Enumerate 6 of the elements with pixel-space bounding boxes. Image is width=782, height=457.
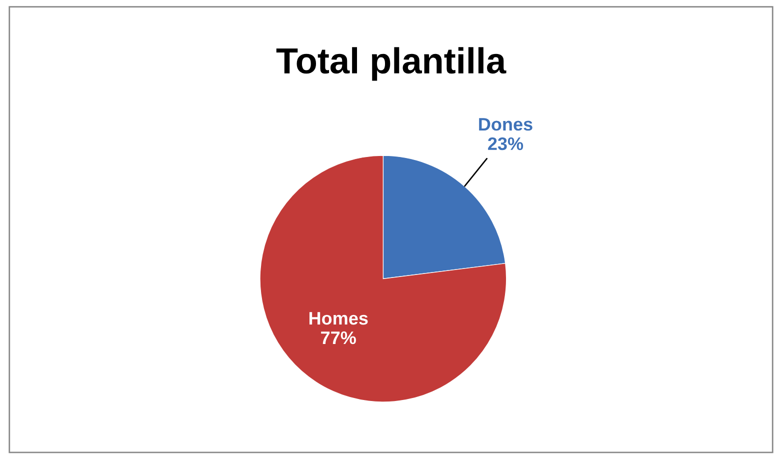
- pie-slice: [260, 155, 507, 402]
- data-label: 77%: [321, 331, 356, 344]
- slice-label: Homes: [309, 312, 368, 325]
- chart-title: Total plantilla: [276, 47, 506, 81]
- data-label: 23%: [488, 137, 524, 150]
- slice-label: Dones: [479, 118, 532, 131]
